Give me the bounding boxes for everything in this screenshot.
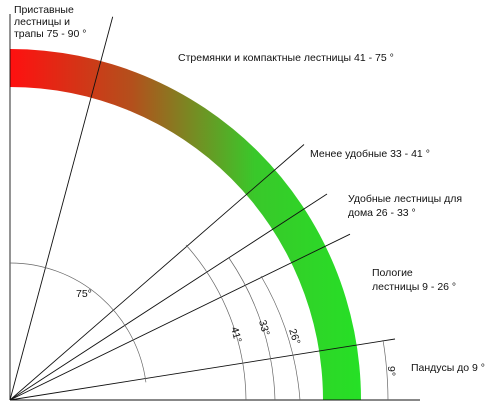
arc-75 (9, 262, 147, 383)
label-ladders: Приставные лестницы и трапы 75 - 90 ° (14, 4, 86, 40)
ray-33 (9, 193, 328, 401)
arc-26 (260, 275, 301, 401)
label-stepladders: Стремянки и компактные лестницы 41 - 75 … (178, 52, 394, 64)
ray-41 (9, 144, 305, 401)
arc-41 (185, 244, 247, 401)
ray-75 (9, 16, 114, 401)
arc-33 (228, 257, 276, 401)
angle-mark-26: 26° (286, 327, 302, 346)
angle-mark-9: 9° (385, 366, 397, 376)
angle-mark-75: 75° (76, 288, 92, 300)
label-less-convenient: Менее удобные 33 - 41 ° (310, 148, 430, 160)
ray-9 (9, 338, 396, 401)
ray-26 (9, 233, 351, 401)
angle-mark-33: 33° (256, 319, 272, 337)
arc-9 (382, 339, 389, 401)
label-comfortable: Удобные лестницы для дома 26 - 33 ° (348, 193, 465, 219)
label-gentle: Пологие лестницы 9 - 26 ° (372, 267, 456, 293)
angle-mark-41: 41° (228, 326, 244, 344)
angle-color-band (10, 49, 361, 400)
label-ramps: Пандусы до 9 ° (411, 362, 485, 374)
